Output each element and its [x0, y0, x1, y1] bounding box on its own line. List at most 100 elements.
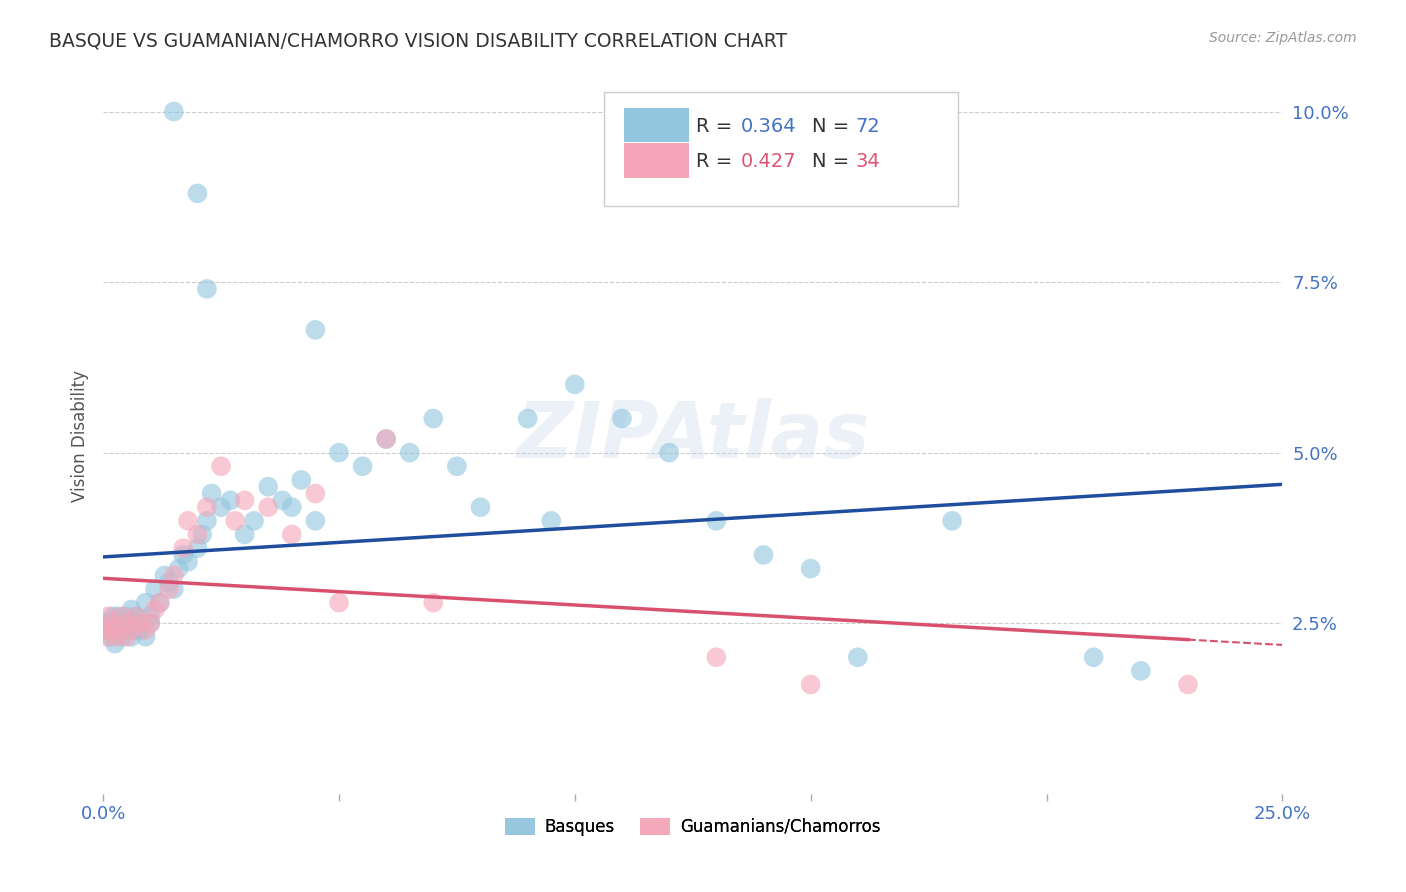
Point: [129, 623, 152, 637]
Point: [195, 282, 218, 296]
Point: [163, 568, 186, 582]
Point: [125, 616, 148, 631]
Point: [209, 500, 232, 515]
Point: [191, 527, 214, 541]
Point: [129, 616, 152, 631]
Point: [143, 602, 166, 616]
Point: [422, 411, 444, 425]
Point: [111, 609, 134, 624]
Text: Source: ZipAtlas.com: Source: ZipAtlas.com: [1209, 31, 1357, 45]
Text: R =: R =: [696, 153, 738, 171]
Point: [101, 616, 124, 631]
Point: [243, 514, 266, 528]
Point: [752, 548, 775, 562]
Point: [105, 630, 128, 644]
Point: [1129, 664, 1152, 678]
Point: [115, 623, 138, 637]
Point: [97, 616, 120, 631]
Point: [201, 486, 224, 500]
Point: [167, 561, 190, 575]
Point: [120, 602, 142, 616]
Point: [105, 616, 128, 631]
Point: [101, 609, 124, 624]
Point: [143, 582, 166, 596]
Point: [328, 445, 350, 459]
Point: [101, 623, 124, 637]
Point: [304, 514, 326, 528]
Point: [101, 623, 124, 637]
Point: [195, 514, 218, 528]
Point: [139, 616, 162, 631]
Text: ZIPAtlas: ZIPAtlas: [516, 398, 869, 474]
Point: [257, 500, 280, 515]
Point: [120, 630, 142, 644]
Point: [120, 623, 142, 637]
FancyBboxPatch shape: [605, 92, 957, 206]
Point: [375, 432, 398, 446]
Point: [111, 623, 134, 637]
Point: [195, 500, 218, 515]
Point: [94, 623, 117, 637]
Point: [115, 609, 138, 624]
Point: [470, 500, 492, 515]
Point: [186, 541, 208, 555]
Point: [135, 630, 157, 644]
Point: [564, 377, 586, 392]
Point: [186, 186, 208, 201]
Point: [304, 323, 326, 337]
Point: [149, 596, 172, 610]
Point: [658, 445, 681, 459]
Text: 0.427: 0.427: [741, 153, 797, 171]
Point: [172, 541, 194, 555]
Point: [115, 630, 138, 644]
Point: [257, 480, 280, 494]
Point: [352, 459, 374, 474]
Point: [111, 630, 134, 644]
Point: [704, 514, 727, 528]
Point: [125, 623, 148, 637]
Point: [135, 623, 157, 637]
Point: [97, 609, 120, 624]
Point: [98, 630, 121, 644]
Point: [281, 527, 304, 541]
Point: [1083, 650, 1105, 665]
Point: [139, 616, 162, 631]
Point: [157, 582, 180, 596]
Point: [941, 514, 963, 528]
Point: [800, 677, 823, 691]
Point: [516, 411, 538, 425]
Point: [111, 616, 134, 631]
Point: [105, 623, 128, 637]
Point: [209, 459, 232, 474]
Point: [172, 548, 194, 562]
Text: 72: 72: [855, 117, 880, 136]
Point: [115, 616, 138, 631]
Point: [97, 630, 120, 644]
Legend: Basques, Guamanians/Chamorros: Basques, Guamanians/Chamorros: [498, 811, 887, 843]
Point: [186, 527, 208, 541]
Point: [704, 650, 727, 665]
Point: [610, 411, 633, 425]
Text: 34: 34: [855, 153, 880, 171]
Point: [129, 616, 152, 631]
Point: [125, 609, 148, 624]
Point: [163, 104, 186, 119]
Text: N =: N =: [811, 153, 855, 171]
Point: [135, 596, 157, 610]
Point: [177, 555, 200, 569]
Point: [800, 561, 823, 575]
Point: [177, 514, 200, 528]
Point: [422, 596, 444, 610]
Point: [375, 432, 398, 446]
Point: [97, 623, 120, 637]
Point: [398, 445, 420, 459]
Point: [115, 616, 138, 631]
Point: [153, 568, 176, 582]
FancyBboxPatch shape: [624, 144, 689, 178]
Point: [233, 493, 256, 508]
Text: 0.364: 0.364: [741, 117, 797, 136]
Y-axis label: Vision Disability: Vision Disability: [72, 369, 89, 501]
Point: [139, 609, 162, 624]
Point: [1177, 677, 1199, 691]
Point: [101, 616, 124, 631]
